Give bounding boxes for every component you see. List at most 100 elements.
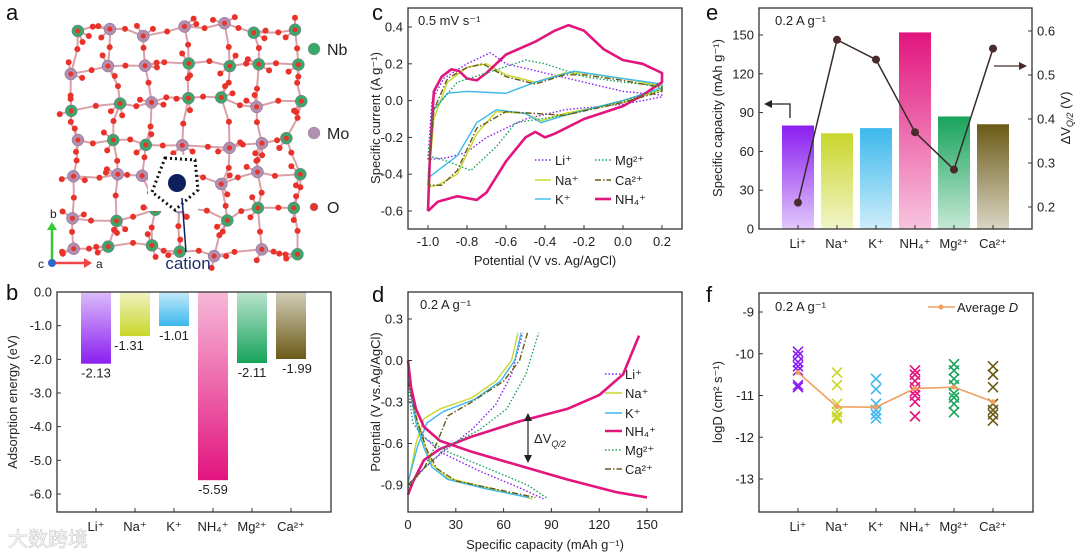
oxygen-atom bbox=[187, 72, 194, 79]
x-tick-label: Ca²⁺ bbox=[979, 519, 1007, 534]
y-tick-label: 120 bbox=[732, 66, 754, 81]
oxygen-atom bbox=[222, 83, 229, 90]
legend-swatch-point bbox=[938, 304, 944, 310]
oxygen-atom bbox=[190, 15, 197, 22]
cation-pointer bbox=[181, 197, 187, 253]
oxygen-atom bbox=[218, 181, 224, 187]
x-marker-stroke bbox=[792, 356, 804, 368]
x-tick-label: Mg²⁺ bbox=[237, 519, 266, 534]
oxygen-atom bbox=[243, 97, 250, 104]
bar bbox=[81, 292, 111, 364]
oxygen-atom bbox=[79, 74, 86, 81]
oxygen-atom bbox=[104, 147, 111, 154]
diffusion-point-x bbox=[870, 408, 882, 420]
oxygen-atom bbox=[110, 118, 117, 125]
legend-label: Li⁺ bbox=[625, 367, 642, 382]
x-tick-label: 0.2 bbox=[653, 234, 671, 249]
charge-curve bbox=[407, 332, 524, 486]
oxygen-atom bbox=[148, 224, 155, 231]
diffusion-point-x bbox=[948, 406, 960, 418]
x-tick-label: 60 bbox=[496, 517, 510, 532]
legend-label: Ca²⁺ bbox=[615, 173, 643, 188]
y-tick-label: -1.0 bbox=[30, 318, 52, 333]
oxygen-atom bbox=[107, 108, 114, 115]
diffusion-point-x bbox=[987, 414, 999, 427]
legend-label: O bbox=[327, 200, 339, 217]
x-marker-stroke bbox=[831, 410, 843, 422]
legend-label: K⁺ bbox=[555, 192, 571, 207]
y-tick-label: -13 bbox=[735, 472, 754, 487]
oxygen-atom bbox=[133, 22, 140, 29]
oxygen-atom bbox=[170, 150, 177, 157]
cv-curve bbox=[426, 23, 664, 212]
oxygen-atom bbox=[130, 213, 137, 220]
oxygen-atom bbox=[89, 23, 96, 30]
oxygen-atom bbox=[234, 174, 241, 181]
x-marker-stroke bbox=[948, 406, 960, 418]
x-marker-stroke bbox=[987, 360, 999, 372]
bar-value-label: -2.13 bbox=[81, 366, 111, 381]
oxygen-atom bbox=[148, 131, 155, 138]
diffusion-point-x bbox=[831, 412, 843, 425]
discharge-curve bbox=[407, 376, 530, 499]
oxygen-atom bbox=[59, 248, 66, 255]
oxygen-atom bbox=[113, 229, 120, 236]
x-marker-stroke bbox=[792, 381, 804, 393]
x-tick-label: Mg²⁺ bbox=[939, 236, 968, 251]
oxygen-atom bbox=[254, 157, 261, 164]
delta-v-subscript: Q/2 bbox=[551, 439, 566, 449]
x-marker-stroke bbox=[870, 383, 882, 395]
oxygen-atom bbox=[112, 192, 119, 199]
oxygen-atom bbox=[201, 25, 208, 32]
oxygen-atom bbox=[291, 205, 297, 211]
oxygen-atom bbox=[227, 63, 233, 69]
x-axis-label: Potential (V vs. Ag/AgCl) bbox=[474, 253, 616, 268]
oxygen-atom bbox=[185, 41, 192, 48]
oxygen-atom bbox=[272, 60, 279, 67]
delta-v-point bbox=[794, 198, 802, 207]
x-marker-stroke bbox=[987, 381, 999, 393]
diffusion-point-x bbox=[987, 404, 999, 416]
oxygen-atom bbox=[236, 102, 243, 109]
oxygen-atom bbox=[144, 231, 151, 238]
oxygen-atom bbox=[276, 145, 283, 152]
oxygen-atom bbox=[95, 23, 102, 30]
x-tick-label: Ca²⁺ bbox=[979, 236, 1007, 251]
x-tick-label: Ca²⁺ bbox=[277, 519, 305, 534]
oxygen-atom bbox=[186, 107, 193, 114]
oxygen-atom bbox=[252, 150, 259, 157]
oxygen-atom bbox=[153, 59, 160, 66]
cv-curve bbox=[427, 70, 663, 179]
oxygen-atom bbox=[143, 142, 149, 148]
capacity-bar bbox=[977, 124, 1009, 229]
y2-axis-label: ΔVQ/2 (V) bbox=[1058, 92, 1075, 145]
y-tick-label: -2.0 bbox=[30, 352, 52, 367]
diffusion-point-x bbox=[792, 360, 804, 372]
cv-curve bbox=[427, 59, 663, 172]
oxygen-atom bbox=[122, 226, 129, 233]
x-tick-label: Na⁺ bbox=[825, 236, 848, 251]
oxygen-atom bbox=[68, 71, 74, 77]
current-density-annotation: 0.2 A g⁻¹ bbox=[775, 13, 827, 28]
y-axis-label: logD (cm² s⁻¹) bbox=[710, 361, 725, 443]
oxygen-atom bbox=[70, 194, 77, 201]
bar bbox=[120, 292, 150, 337]
average-d-point bbox=[795, 370, 801, 376]
x-tick-label: Na⁺ bbox=[825, 519, 848, 534]
bond bbox=[257, 171, 301, 177]
cv-curve bbox=[427, 52, 663, 161]
oxygen-atom bbox=[229, 90, 236, 97]
oxygen-atom bbox=[214, 223, 221, 230]
oxygen-atom bbox=[147, 123, 154, 130]
oxygen-atom bbox=[98, 34, 105, 41]
oxygen-atom bbox=[69, 228, 76, 235]
oxygen-atom bbox=[283, 255, 290, 262]
x-marker-stroke bbox=[870, 412, 882, 425]
oxygen-atom bbox=[225, 43, 232, 50]
oxygen-atom bbox=[294, 251, 300, 257]
diffusion-point-x bbox=[948, 387, 960, 399]
diffusion-point-x bbox=[909, 396, 921, 408]
oxygen-atom bbox=[69, 215, 75, 221]
oxygen-atom bbox=[75, 137, 81, 143]
bar-value-label: -1.99 bbox=[282, 361, 312, 376]
